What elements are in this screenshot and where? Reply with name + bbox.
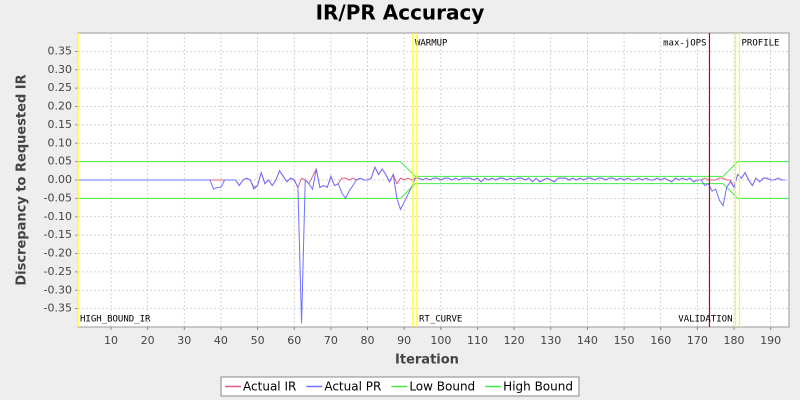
y-tick-label: 0.30 — [48, 63, 73, 76]
x-tick-label: 190 — [760, 334, 781, 347]
x-tick-label: 170 — [687, 334, 708, 347]
x-tick-label: 90 — [397, 334, 411, 347]
marker-label: RT_CURVE — [419, 315, 462, 325]
x-tick-label: 50 — [251, 334, 265, 347]
x-tick-label: 20 — [141, 334, 155, 347]
series-line — [78, 183, 789, 199]
y-tick-label: -0.05 — [44, 191, 72, 204]
marker-label: VALIDATION — [678, 315, 732, 325]
y-tick-label: -0.10 — [44, 210, 72, 223]
x-tick-label: 100 — [430, 334, 451, 347]
x-tick-label: 130 — [540, 334, 561, 347]
x-tick-label: 120 — [504, 334, 525, 347]
chart-title: IR/PR Accuracy — [316, 1, 485, 25]
legend-label: High Bound — [503, 380, 573, 394]
y-tick-label: -0.20 — [44, 247, 72, 260]
x-tick-label: 60 — [287, 334, 301, 347]
y-tick-label: 0.15 — [48, 118, 73, 131]
series-line — [78, 165, 786, 324]
x-tick-label: 180 — [724, 334, 745, 347]
legend-label: Actual PR — [324, 380, 381, 394]
marker-label: HIGH_BOUND_IR — [80, 315, 151, 325]
y-tick-label: 0.25 — [48, 81, 73, 94]
x-tick-label: 110 — [467, 334, 488, 347]
y-tick-label: -0.35 — [44, 302, 72, 315]
legend: Actual IR Actual PR Low Bound High Bound — [220, 376, 580, 397]
y-tick-label: 0.20 — [48, 100, 73, 113]
x-tick-label: 140 — [577, 334, 598, 347]
x-tick-label: 30 — [177, 334, 191, 347]
y-tick-label: -0.30 — [44, 283, 72, 296]
marker-label: PROFILE — [742, 39, 780, 49]
x-tick-label: 80 — [361, 334, 375, 347]
x-tick-label: 150 — [614, 334, 635, 347]
marker-label: max-jOPS — [663, 39, 706, 49]
marker-label: WARMUP — [415, 39, 448, 49]
y-tick-label: 0.35 — [48, 44, 73, 57]
x-tick-label: 40 — [214, 334, 228, 347]
x-tick-label: 70 — [324, 334, 338, 347]
series-line — [78, 161, 789, 177]
x-tick-label: 160 — [650, 334, 671, 347]
legend-label: Low Bound — [409, 380, 475, 394]
y-tick-label: 0.05 — [48, 155, 73, 168]
y-tick-label: -0.15 — [44, 228, 72, 241]
y-axis-label: Discrepancy to Requested IR — [15, 74, 30, 285]
legend-label: Actual IR — [243, 380, 296, 394]
y-tick-label: -0.25 — [44, 265, 72, 278]
y-tick-label: 0.00 — [48, 173, 73, 186]
x-tick-label: 10 — [104, 334, 118, 347]
y-tick-label: 0.10 — [48, 136, 73, 149]
x-axis-label: Iteration — [395, 353, 459, 368]
